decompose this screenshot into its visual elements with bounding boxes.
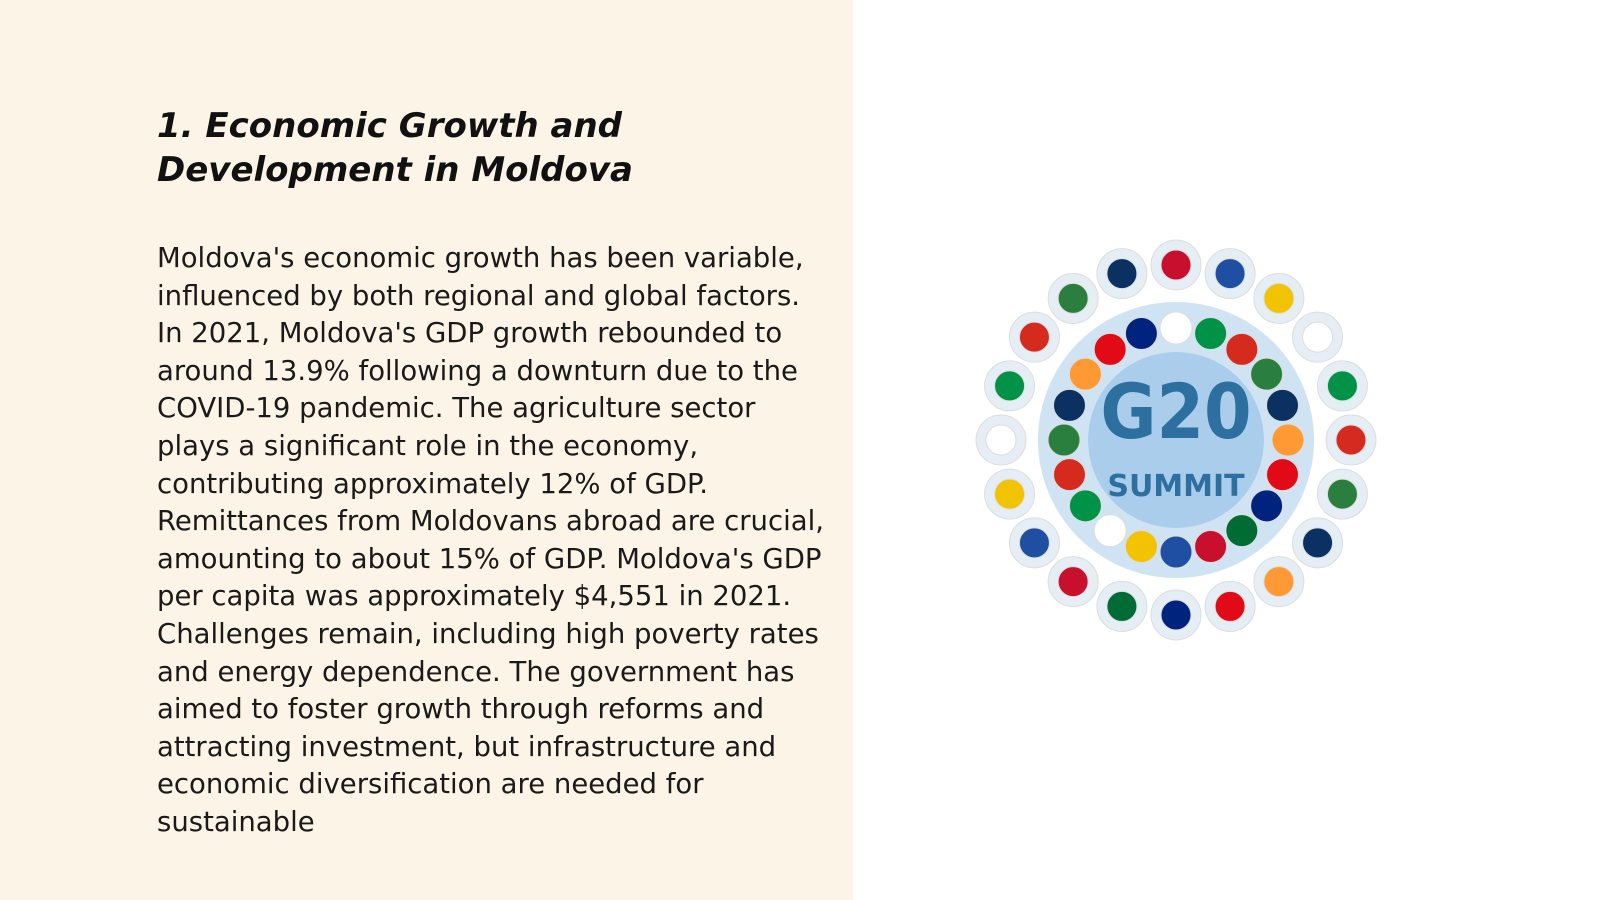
flag-heart (1302, 527, 1334, 559)
flag-heart (1263, 282, 1295, 314)
image-subtitle: SUMMIT (1107, 469, 1245, 504)
flag-inner (1124, 530, 1158, 564)
flag-heart (1335, 424, 1367, 456)
flag-inner (1052, 388, 1086, 422)
flag-heart (1106, 258, 1138, 290)
flag-heart (1326, 370, 1358, 402)
flags (975, 239, 1377, 641)
flag-heart (1326, 478, 1358, 510)
center-disk (1088, 352, 1264, 528)
flag-heart (1057, 566, 1089, 598)
flag-inner (1124, 316, 1158, 350)
flag-inner (1271, 423, 1305, 457)
flag-inner (1159, 311, 1193, 345)
flag-heart (1214, 590, 1246, 622)
flag-inner (1250, 357, 1284, 391)
flag-heart (1160, 249, 1192, 281)
text-panel: 1. Economic Growth and Development in Mo… (0, 0, 853, 900)
flag-inner (1093, 514, 1127, 548)
slide-title: 1. Economic Growth and Development in Mo… (157, 106, 633, 190)
flag-inner (1194, 530, 1228, 564)
flag-inner (1266, 458, 1300, 492)
flag-heart (1160, 599, 1192, 631)
flag-inner (1225, 332, 1259, 366)
flag-inner (1068, 489, 1102, 523)
flag-inner (1250, 489, 1284, 523)
image-title: G20 (1100, 367, 1251, 456)
flag-heart (1018, 527, 1050, 559)
slide-body: Moldova's economic growth has been varia… (157, 242, 824, 838)
flag-heart (994, 370, 1026, 402)
flag-heart (994, 478, 1026, 510)
flag-inner (1068, 357, 1102, 391)
flag-heart (1302, 321, 1334, 353)
flag-heart (1106, 590, 1138, 622)
flag-inner (1093, 332, 1127, 366)
g20-illustration: G20 SUMMIT (975, 239, 1377, 641)
flag-inner (1266, 388, 1300, 422)
flag-heart (985, 424, 1017, 456)
flag-heart (1263, 566, 1295, 598)
flag-heart (1018, 321, 1050, 353)
flag-inner (1047, 423, 1081, 457)
flag-inner (1159, 535, 1193, 569)
flag-heart (1214, 258, 1246, 290)
flag-heart (1057, 282, 1089, 314)
flag-inner (1052, 458, 1086, 492)
flag-inner (1194, 316, 1228, 350)
flag-inner (1225, 514, 1259, 548)
